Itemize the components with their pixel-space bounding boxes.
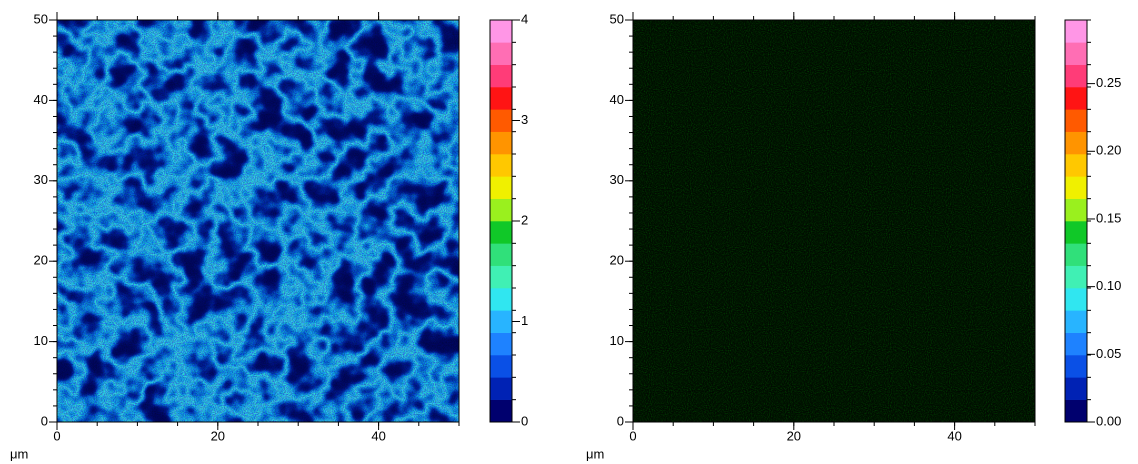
- x-tick-label: 0: [53, 428, 60, 443]
- x-tick-label: 20: [787, 428, 801, 443]
- colorbar-swatch: [490, 109, 512, 132]
- y-tick-label: 50: [34, 11, 48, 26]
- colorbar-swatch: [1065, 20, 1087, 43]
- y-tick-label: 40: [610, 92, 624, 107]
- colorbar-tick-label: 0: [521, 413, 528, 428]
- colorbar-swatch: [1065, 332, 1087, 356]
- x-tick-label: 40: [371, 428, 385, 443]
- colorbar-tick-label: 0.15: [1096, 210, 1121, 225]
- colorbar-tick-label: 3: [521, 112, 528, 127]
- x-axis-label: μm: [10, 446, 28, 461]
- colorbar-swatch: [1065, 176, 1087, 199]
- colorbar-swatch: [490, 265, 512, 289]
- y-tick-label: 40: [34, 92, 48, 107]
- heatmap-image: [57, 20, 459, 422]
- y-tick-label: 20: [610, 253, 624, 268]
- colorbar-swatch: [1065, 64, 1087, 88]
- colorbar-swatch: [1065, 221, 1087, 244]
- colorbar-swatch: [1065, 310, 1087, 333]
- colorbar-swatch: [490, 221, 512, 244]
- colorbar-tick-label: 0.00: [1096, 413, 1121, 428]
- colorbar-swatch: [1065, 198, 1087, 222]
- colorbar-swatch: [490, 20, 512, 43]
- colorbar-swatch: [1065, 131, 1087, 155]
- colorbar-swatch: [490, 154, 512, 177]
- colorbar-swatch: [1065, 87, 1087, 110]
- colorbar-swatch: [490, 288, 512, 311]
- colorbar-swatch: [490, 355, 512, 378]
- colorbar-swatch: [1065, 355, 1087, 378]
- colorbar-tick-label: 2: [521, 212, 528, 227]
- colorbar-tick-label: 0.20: [1096, 143, 1121, 158]
- colorbar-tick-label: 0.05: [1096, 346, 1121, 361]
- colorbar-swatch: [490, 198, 512, 222]
- colorbar-tick-label: 1: [521, 313, 528, 328]
- colorbar-swatch: [490, 243, 512, 266]
- y-tick-label: 30: [610, 172, 624, 187]
- colorbar-tick-label: 4: [521, 11, 528, 26]
- x-tick-label: 40: [947, 428, 961, 443]
- colorbar-swatch: [490, 131, 512, 155]
- colorbar-swatch: [490, 176, 512, 199]
- colorbar-tick-label: 0.25: [1096, 75, 1121, 90]
- y-tick-label: 0: [617, 413, 624, 428]
- x-tick-label: 20: [211, 428, 225, 443]
- colorbar-swatch: [490, 399, 512, 423]
- y-tick-label: 0: [41, 413, 48, 428]
- colorbar-swatch: [1065, 399, 1087, 423]
- colorbar-swatch: [1065, 288, 1087, 311]
- x-axis-label: μm: [586, 446, 604, 461]
- colorbar-swatch: [490, 87, 512, 110]
- colorbar-swatch: [1065, 154, 1087, 177]
- colorbar-swatch: [1065, 109, 1087, 132]
- colorbar-swatch: [1065, 243, 1087, 266]
- y-tick-label: 30: [34, 172, 48, 187]
- colorbar-swatch: [1065, 377, 1087, 400]
- colorbar-swatch: [490, 64, 512, 88]
- colorbar-swatch: [490, 332, 512, 356]
- y-tick-label: 20: [34, 253, 48, 268]
- y-tick-label: 10: [34, 333, 48, 348]
- y-tick-label: 10: [610, 333, 624, 348]
- heatmap-image: [633, 20, 1035, 422]
- colorbar-swatch: [1065, 42, 1087, 65]
- colorbar-swatch: [490, 310, 512, 333]
- colorbar-tick-label: 0.10: [1096, 278, 1121, 293]
- y-tick-label: 50: [610, 11, 624, 26]
- colorbar-swatch: [490, 377, 512, 400]
- colorbar-swatch: [1065, 265, 1087, 289]
- colorbar-swatch: [490, 42, 512, 65]
- x-tick-label: 0: [629, 428, 636, 443]
